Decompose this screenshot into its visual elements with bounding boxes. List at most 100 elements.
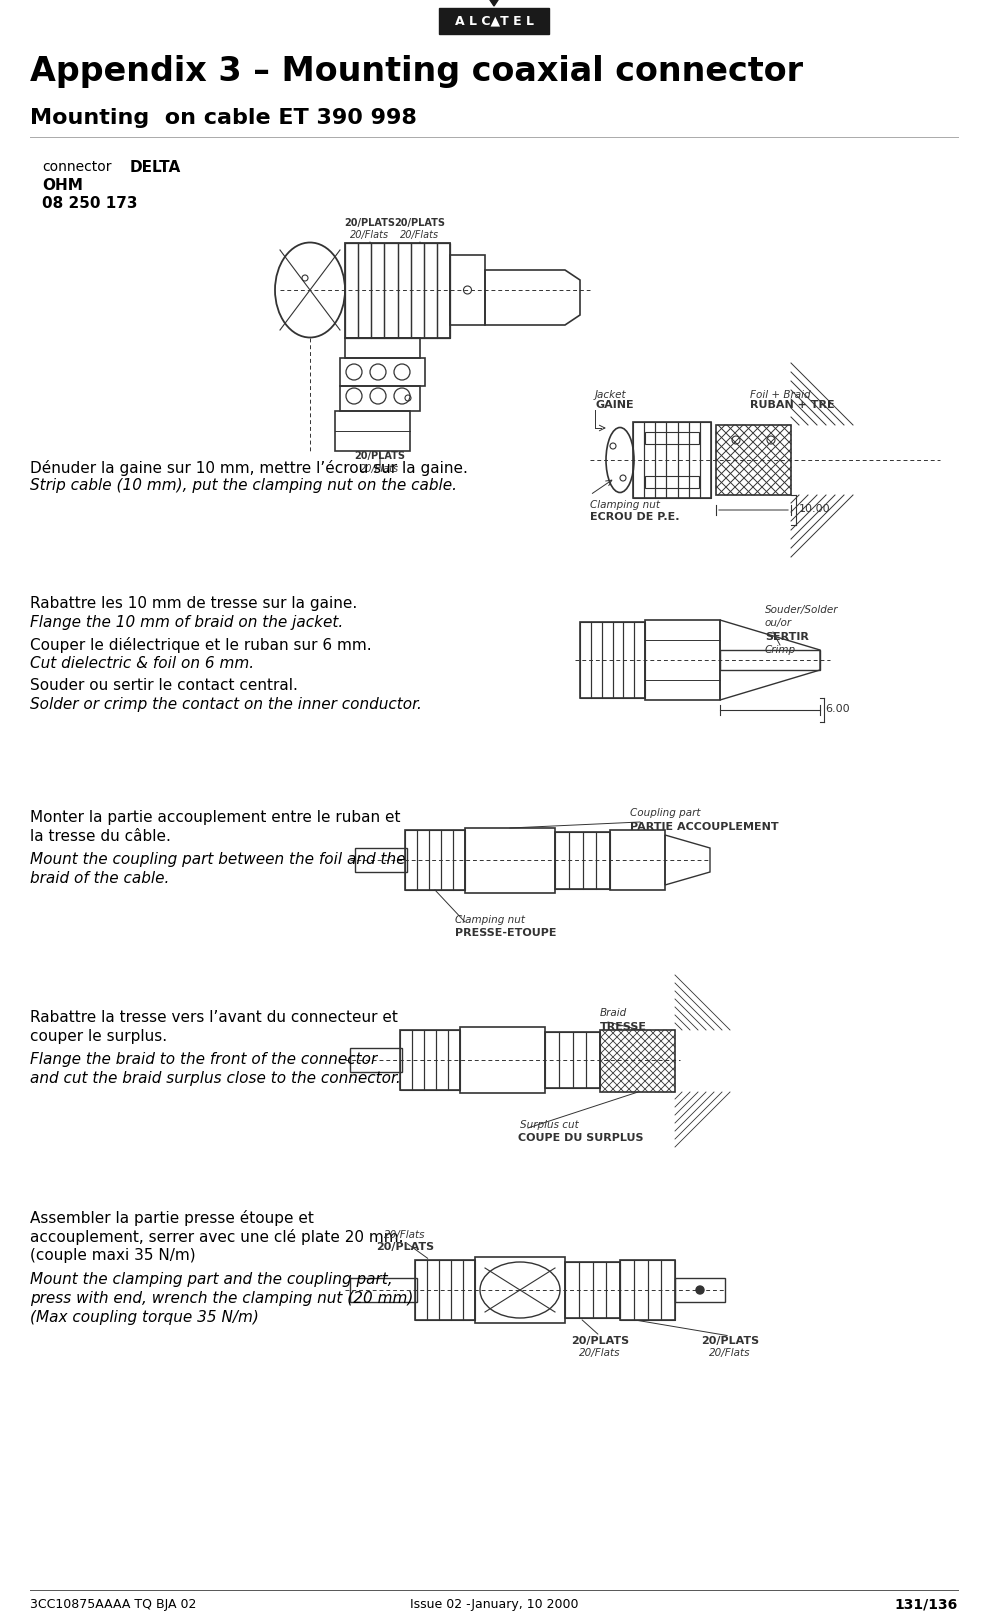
Text: PRESSE-ETOUPE: PRESSE-ETOUPE bbox=[455, 928, 556, 938]
Text: 20/Flats: 20/Flats bbox=[384, 1230, 426, 1240]
Bar bbox=[340, 359, 425, 386]
Bar bbox=[460, 1027, 545, 1092]
Text: Flange the braid to the front of the connector: Flange the braid to the front of the con… bbox=[30, 1052, 377, 1066]
Text: Assembler la partie presse étoupe et: Assembler la partie presse étoupe et bbox=[30, 1211, 314, 1225]
Bar bbox=[565, 1263, 620, 1318]
Text: Braid: Braid bbox=[600, 1008, 627, 1018]
Text: braid of the cable.: braid of the cable. bbox=[30, 872, 169, 886]
Text: Souder/Solder: Souder/Solder bbox=[765, 605, 839, 615]
Bar bbox=[645, 620, 720, 700]
Bar bbox=[586, 1032, 600, 1087]
Bar bbox=[700, 422, 711, 498]
Text: and cut the braid surplus close to the connector.: and cut the braid surplus close to the c… bbox=[30, 1071, 401, 1086]
Text: Jacket: Jacket bbox=[595, 390, 626, 399]
Text: OHM: OHM bbox=[42, 179, 83, 193]
Bar bbox=[451, 1259, 463, 1319]
Text: 10.00: 10.00 bbox=[799, 505, 831, 514]
Text: GAINE: GAINE bbox=[595, 399, 633, 411]
Text: 131/136: 131/136 bbox=[895, 1599, 958, 1612]
Bar bbox=[579, 1263, 593, 1318]
Bar bbox=[647, 1259, 661, 1319]
Bar bbox=[569, 833, 583, 889]
Bar bbox=[345, 243, 358, 338]
Bar bbox=[429, 829, 441, 889]
Bar bbox=[397, 243, 411, 338]
Bar bbox=[572, 1032, 586, 1087]
Circle shape bbox=[696, 1285, 704, 1294]
Text: Surplus cut: Surplus cut bbox=[520, 1120, 579, 1130]
Text: 20/PLATS: 20/PLATS bbox=[345, 217, 395, 227]
Text: (Max coupling torque 35 N/m): (Max coupling torque 35 N/m) bbox=[30, 1310, 259, 1324]
Bar bbox=[448, 1031, 460, 1091]
Bar bbox=[591, 622, 602, 698]
Text: PARTIE ACCOUPLEMENT: PARTIE ACCOUPLEMENT bbox=[630, 821, 779, 833]
Bar bbox=[633, 422, 644, 498]
Bar bbox=[424, 1031, 436, 1091]
Bar bbox=[633, 1259, 647, 1319]
Text: ECROU DE P.E.: ECROU DE P.E. bbox=[590, 511, 680, 523]
Text: Clamping nut: Clamping nut bbox=[590, 500, 660, 510]
Bar bbox=[436, 1031, 448, 1091]
Bar bbox=[596, 833, 610, 889]
Bar bbox=[439, 1259, 451, 1319]
Bar bbox=[555, 833, 610, 889]
Text: Couper le diélectrique et le ruban sur 6 mm.: Couper le diélectrique et le ruban sur 6… bbox=[30, 636, 371, 652]
Text: 20/Flats: 20/Flats bbox=[351, 230, 389, 240]
Text: Crimp: Crimp bbox=[765, 644, 796, 656]
Bar bbox=[661, 1259, 675, 1319]
Text: Rabattre les 10 mm de tresse sur la gaine.: Rabattre les 10 mm de tresse sur la gain… bbox=[30, 596, 358, 610]
Text: (couple maxi 35 N/m): (couple maxi 35 N/m) bbox=[30, 1248, 196, 1263]
Bar bbox=[620, 1259, 633, 1319]
Text: Rabattre la tresse vers l’avant du connecteur et: Rabattre la tresse vers l’avant du conne… bbox=[30, 1010, 398, 1026]
Text: Monter la partie accouplement entre le ruban et: Monter la partie accouplement entre le r… bbox=[30, 810, 400, 824]
Text: 3CC10875AAAA TQ BJA 02: 3CC10875AAAA TQ BJA 02 bbox=[30, 1599, 197, 1612]
Bar bbox=[565, 1263, 579, 1318]
Bar bbox=[645, 476, 699, 489]
Bar bbox=[600, 1031, 675, 1092]
Bar bbox=[545, 1032, 600, 1087]
Text: Issue 02 -January, 10 2000: Issue 02 -January, 10 2000 bbox=[410, 1599, 578, 1612]
Text: DELTA: DELTA bbox=[130, 161, 181, 175]
Text: 20/PLATS: 20/PLATS bbox=[700, 1336, 759, 1345]
Text: press with end, wrench the clamping nut (20 mm): press with end, wrench the clamping nut … bbox=[30, 1290, 413, 1307]
Bar bbox=[644, 422, 655, 498]
Bar bbox=[340, 386, 420, 411]
Bar bbox=[350, 1277, 417, 1302]
Text: COUPE DU SURPLUS: COUPE DU SURPLUS bbox=[518, 1133, 643, 1143]
Text: Coupling part: Coupling part bbox=[630, 808, 700, 818]
Text: Clamping nut: Clamping nut bbox=[455, 915, 525, 925]
Bar bbox=[441, 829, 453, 889]
Text: 08 250 173: 08 250 173 bbox=[42, 196, 137, 211]
Text: 20/PLATS: 20/PLATS bbox=[355, 451, 405, 461]
Text: 20/PLATS: 20/PLATS bbox=[571, 1336, 629, 1345]
Text: A L C▲T E L: A L C▲T E L bbox=[454, 15, 534, 28]
Bar bbox=[580, 622, 591, 698]
Bar bbox=[645, 432, 699, 445]
Bar bbox=[405, 829, 465, 889]
Text: TRESSE: TRESSE bbox=[600, 1022, 647, 1032]
Bar bbox=[689, 422, 700, 498]
Text: Solder or crimp the contact on the inner conductor.: Solder or crimp the contact on the inner… bbox=[30, 696, 422, 712]
Bar bbox=[667, 422, 678, 498]
Text: accouplement, serrer avec une clé plate 20 mm.: accouplement, serrer avec une clé plate … bbox=[30, 1229, 403, 1245]
Text: 20/Flats: 20/Flats bbox=[400, 230, 440, 240]
Text: SERTIR: SERTIR bbox=[765, 631, 809, 643]
Bar bbox=[400, 1031, 460, 1091]
Text: la tresse du câble.: la tresse du câble. bbox=[30, 829, 171, 844]
Text: Foil + Braid: Foil + Braid bbox=[750, 390, 810, 399]
Text: RUBAN + TRE: RUBAN + TRE bbox=[750, 399, 835, 411]
Text: Mount the coupling part between the foil and the: Mount the coupling part between the foil… bbox=[30, 852, 405, 867]
Text: 20/Flats: 20/Flats bbox=[361, 464, 399, 474]
Text: 20/Flats: 20/Flats bbox=[579, 1349, 620, 1358]
Bar bbox=[602, 622, 613, 698]
Bar bbox=[427, 1259, 439, 1319]
Text: connector: connector bbox=[42, 161, 112, 174]
Bar bbox=[580, 622, 645, 698]
Bar bbox=[400, 1031, 412, 1091]
Text: Flange the 10 mm of braid on the jacket.: Flange the 10 mm of braid on the jacket. bbox=[30, 615, 343, 630]
Bar bbox=[675, 1277, 725, 1302]
Bar bbox=[415, 1259, 427, 1319]
Bar bbox=[453, 829, 465, 889]
Bar bbox=[555, 833, 569, 889]
Bar bbox=[465, 828, 555, 893]
